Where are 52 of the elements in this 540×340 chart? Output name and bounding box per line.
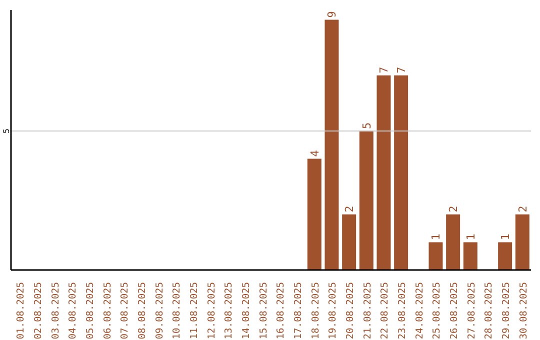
x-tick-label: 14.08.2025 xyxy=(241,282,252,340)
bar xyxy=(376,75,391,270)
data-label: 1 xyxy=(464,234,478,240)
x-tick-label: 15.08.2025 xyxy=(258,282,270,340)
x-tick-label: 22.08.2025 xyxy=(380,282,391,340)
x-tick-label: 12.08.2025 xyxy=(206,282,218,340)
x-tick-label: 09.08.2025 xyxy=(154,282,166,340)
bar xyxy=(324,20,339,270)
x-tick-label: 19.08.2025 xyxy=(328,282,339,340)
bar xyxy=(498,242,512,270)
x-tick-label: 10.08.2025 xyxy=(172,282,183,340)
x-tick-label: 25.08.2025 xyxy=(432,282,443,340)
x-tick-label: 05.08.2025 xyxy=(85,282,96,340)
x-tick-label: 13.08.2025 xyxy=(224,282,235,340)
data-label: 2 xyxy=(447,206,460,212)
x-tick-label: 30.08.2025 xyxy=(518,282,530,340)
x-tick-label: 18.08.2025 xyxy=(310,282,322,340)
data-label: 2 xyxy=(516,206,530,212)
x-tick-label: 16.08.2025 xyxy=(276,282,287,340)
x-tick-label: 08.08.2025 xyxy=(137,282,148,340)
data-label: 1 xyxy=(499,234,512,240)
x-tick-label: 06.08.2025 xyxy=(102,282,114,340)
data-label: 7 xyxy=(395,66,408,74)
data-label: 5 xyxy=(360,122,374,129)
x-tick-label: 28.08.2025 xyxy=(484,282,495,340)
x-tick-label: 03.08.2025 xyxy=(50,282,62,340)
x-tick-label: 02.08.2025 xyxy=(33,282,44,340)
bar xyxy=(463,242,478,270)
x-tick-label: 17.08.2025 xyxy=(293,282,304,340)
x-tick-label: 21.08.2025 xyxy=(362,282,374,340)
data-label: 7 xyxy=(378,66,391,74)
x-tick-label: 04.08.2025 xyxy=(68,282,79,340)
bar xyxy=(307,158,322,270)
x-tick-label: 23.08.2025 xyxy=(397,282,408,340)
x-tick-label: 26.08.2025 xyxy=(449,282,460,340)
bar xyxy=(394,75,408,270)
x-tick-label: 29.08.2025 xyxy=(501,282,512,340)
x-tick-label: 20.08.2025 xyxy=(345,282,356,340)
bar xyxy=(446,214,460,270)
x-tick-label: 01.08.2025 xyxy=(16,282,27,340)
bar xyxy=(515,214,530,270)
x-tick-label: 27.08.2025 xyxy=(466,282,478,340)
x-tick-label: 07.08.2025 xyxy=(120,282,131,340)
bar xyxy=(428,242,443,270)
bar xyxy=(342,214,356,270)
bar xyxy=(359,130,374,270)
x-tick-label: 11.08.2025 xyxy=(189,282,200,340)
data-label: 1 xyxy=(430,234,443,240)
x-tick-label: 24.08.2025 xyxy=(414,282,426,340)
data-label: 2 xyxy=(343,206,356,212)
data-label: 9 xyxy=(326,11,339,18)
data-label: 4 xyxy=(308,150,322,157)
